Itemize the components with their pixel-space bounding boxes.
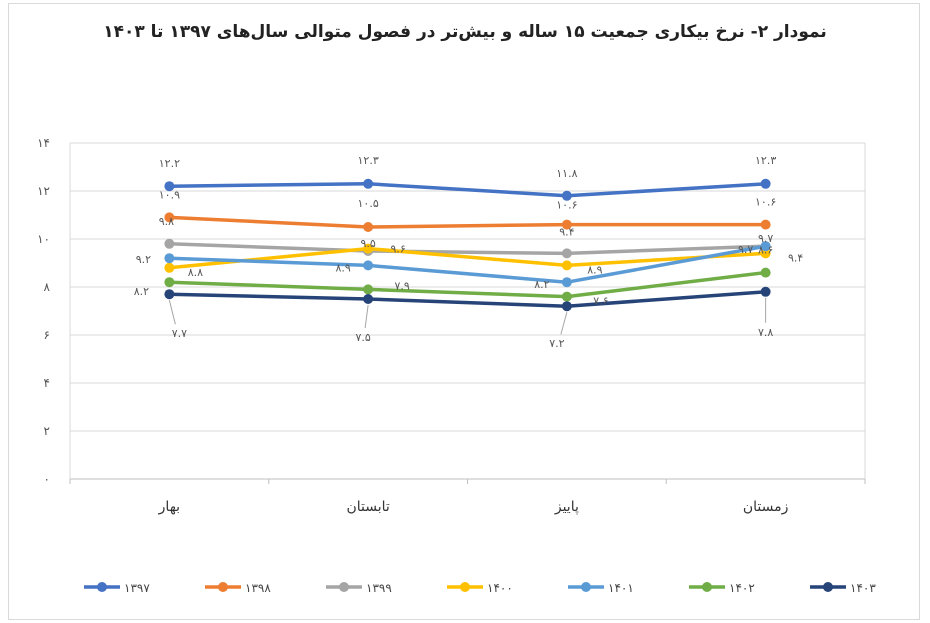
y-tick-label: ۱۴ [37, 136, 50, 150]
legend-label: ۱۳۹۸ [245, 581, 271, 595]
legend-marker [97, 582, 107, 592]
legend-label: ۱۴۰۳ [850, 581, 876, 595]
y-tick-label: ۲ [44, 424, 50, 438]
data-point [363, 178, 374, 189]
data-label: ۱۰.۹ [159, 188, 180, 201]
legend-label: ۱۳۹۷ [124, 581, 150, 595]
series-line [169, 215, 766, 229]
data-point [164, 277, 175, 288]
data-label: ۸.۲ [534, 278, 549, 291]
data-label: ۱۲.۳ [358, 154, 379, 167]
data-point [164, 181, 175, 192]
data-label: ۱۲.۲ [159, 157, 180, 170]
data-label: ۱۲.۳ [755, 154, 776, 167]
y-tick-label: ۱۲ [37, 184, 50, 198]
data-label: ۱۰.۶ [556, 199, 577, 212]
data-point [164, 238, 175, 249]
data-label: ۹.۷ [758, 232, 773, 245]
series-line [169, 270, 766, 299]
leader-line [168, 300, 176, 325]
data-point [561, 219, 572, 230]
legend-marker [339, 582, 349, 592]
data-label: ۹.۸ [159, 215, 174, 228]
series-line [169, 244, 766, 284]
y-tick-label: ۶ [44, 328, 50, 342]
legend-label: ۱۴۰۰ [487, 581, 513, 595]
data-point [760, 267, 771, 278]
x-category-label: بهار [158, 499, 180, 515]
data-label: ۷.۸ [758, 326, 773, 339]
series-line [169, 290, 766, 308]
legend-marker [581, 582, 591, 592]
data-label: ۱۰.۵ [358, 197, 379, 210]
data-point [760, 248, 771, 259]
y-tick-label: ۸ [44, 280, 51, 294]
y-tick-label: ۱۰ [37, 232, 50, 246]
series-line [169, 242, 766, 256]
data-label: ۸.۹ [335, 261, 350, 274]
series-line [169, 182, 766, 198]
legend-marker [823, 582, 833, 592]
data-label: ۱۰.۶ [755, 196, 776, 209]
data-point [363, 222, 374, 232]
data-point [561, 260, 572, 271]
data-label: ۷.۶ [593, 295, 608, 308]
x-category-label: پاییز [554, 499, 579, 515]
data-point [760, 241, 771, 252]
data-point [760, 219, 771, 230]
data-point [561, 301, 572, 312]
data-label: ۹.۷ [738, 243, 753, 256]
data-point [561, 291, 572, 302]
data-label: ۸.۶ [758, 244, 773, 257]
leader-line [364, 304, 369, 329]
data-point [363, 243, 374, 254]
leader-line [560, 312, 568, 335]
data-label: ۹.۴ [559, 225, 574, 238]
y-tick-label: ۴ [44, 376, 50, 390]
chart-frame [8, 3, 920, 620]
data-label: ۷.۲ [549, 337, 564, 350]
legend-label: ۱۴۰۱ [608, 581, 634, 595]
chart-title: نمودار ۲- نرخ بیکاری جمعیت ۱۵ ساله و بیش… [103, 22, 827, 42]
data-point [363, 294, 374, 304]
data-point [164, 289, 175, 300]
data-point [164, 253, 175, 264]
legend-marker [702, 582, 712, 592]
series-line [169, 246, 766, 270]
legend-marker [460, 582, 470, 592]
data-label: ۸.۲ [134, 285, 149, 298]
data-label: ۹.۵ [360, 237, 375, 250]
data-point [363, 284, 374, 295]
legend-label: ۱۴۰۲ [729, 581, 755, 595]
legend-label: ۱۳۹۹ [366, 581, 392, 595]
y-tick-label: ۰ [44, 472, 50, 486]
data-point [363, 260, 374, 271]
data-point [760, 286, 771, 297]
data-point [561, 190, 572, 201]
x-category-label: زمستان [743, 499, 789, 515]
data-label: ۹.۲ [136, 253, 151, 266]
data-label: ۷.۷ [172, 327, 187, 340]
legend-marker [218, 582, 228, 592]
data-label: ۸.۹ [587, 263, 602, 276]
data-point [561, 277, 572, 288]
data-label: ۸.۸ [188, 266, 203, 279]
data-point [164, 262, 175, 273]
data-point [760, 178, 771, 189]
data-point [561, 248, 572, 259]
data-point [164, 212, 175, 223]
data-label: ۷.۹ [394, 279, 409, 292]
x-category-label: تابستان [346, 499, 389, 515]
data-label: ۷.۵ [355, 331, 370, 344]
data-label: ۹.۶ [390, 243, 405, 256]
data-label: ۹.۴ [788, 251, 803, 264]
data-label: ۱۱.۸ [556, 167, 577, 180]
